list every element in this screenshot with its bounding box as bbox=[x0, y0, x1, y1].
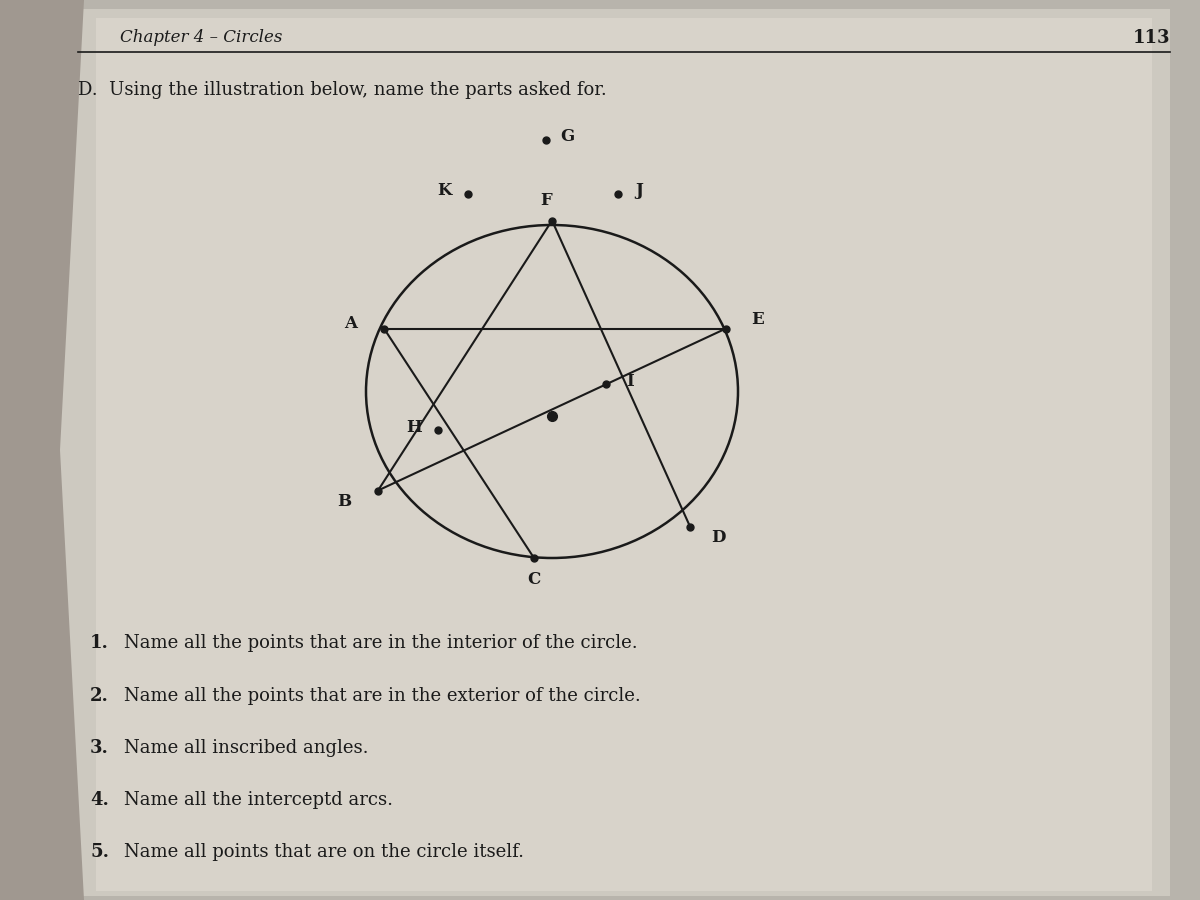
Text: 4.: 4. bbox=[90, 791, 109, 809]
Text: E: E bbox=[751, 311, 763, 328]
Text: Name all the points that are in the interior of the circle.: Name all the points that are in the inte… bbox=[124, 634, 637, 652]
Text: D: D bbox=[712, 529, 726, 545]
Text: H: H bbox=[406, 419, 422, 436]
Text: D.  Using the illustration below, name the parts asked for.: D. Using the illustration below, name th… bbox=[78, 81, 607, 99]
Text: Name all points that are on the circle itself.: Name all points that are on the circle i… bbox=[124, 843, 523, 861]
Text: K: K bbox=[437, 183, 451, 199]
Text: 3.: 3. bbox=[90, 739, 109, 757]
Text: 113: 113 bbox=[1133, 29, 1170, 47]
Text: G: G bbox=[560, 129, 575, 145]
FancyBboxPatch shape bbox=[96, 18, 1152, 891]
FancyBboxPatch shape bbox=[60, 9, 1170, 896]
Text: Name all the interceptd arcs.: Name all the interceptd arcs. bbox=[124, 791, 392, 809]
Text: Name all the points that are in the exterior of the circle.: Name all the points that are in the exte… bbox=[124, 687, 641, 705]
Text: A: A bbox=[344, 316, 356, 332]
Polygon shape bbox=[0, 0, 84, 900]
Text: Name all inscribed angles.: Name all inscribed angles. bbox=[124, 739, 368, 757]
Text: I: I bbox=[626, 374, 634, 390]
Text: 5.: 5. bbox=[90, 843, 109, 861]
Text: F: F bbox=[540, 193, 552, 209]
Text: Chapter 4 – Circles: Chapter 4 – Circles bbox=[120, 30, 282, 46]
Text: J: J bbox=[636, 183, 643, 199]
Text: 1.: 1. bbox=[90, 634, 109, 652]
Text: C: C bbox=[527, 572, 541, 588]
Text: 2.: 2. bbox=[90, 687, 109, 705]
Text: B: B bbox=[337, 493, 352, 509]
